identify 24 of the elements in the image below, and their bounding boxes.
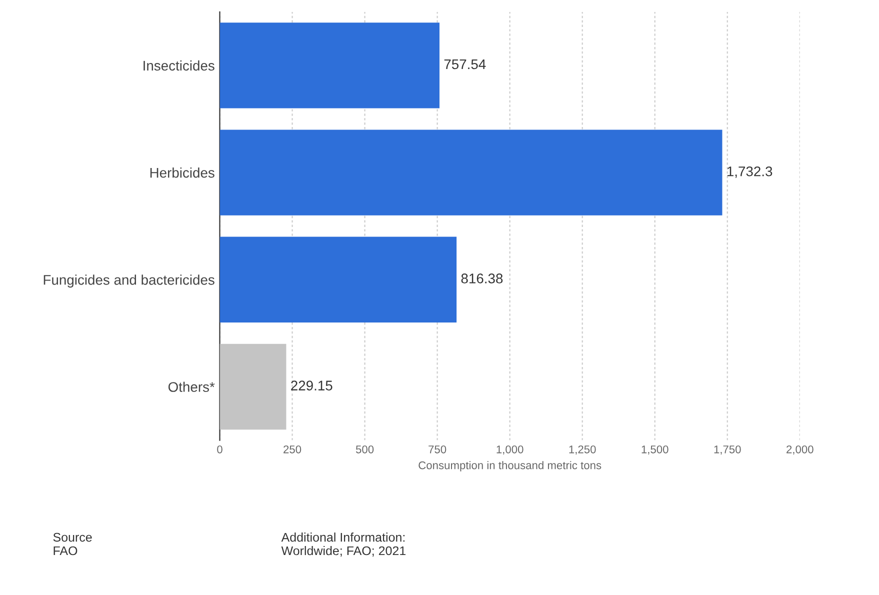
bar xyxy=(220,344,286,430)
x-tick-label: 0 xyxy=(217,445,222,454)
bar xyxy=(220,236,457,322)
data-label: 757.54 xyxy=(444,59,486,70)
x-tick-label: 250 xyxy=(284,445,302,454)
data-label: 229.15 xyxy=(291,380,332,390)
data-label: 816.38 xyxy=(461,274,503,284)
y-tick-label: Herbicides xyxy=(150,168,214,178)
text: Additional Information: Worldwide; FAO; 2021 xyxy=(281,532,406,557)
y-tick-label: Fungicides and bactericides xyxy=(44,274,214,288)
x-axis-title: Consumption in thousand metric tons xyxy=(418,461,602,472)
x-tick-label: 2,000 xyxy=(786,445,814,455)
source-note: Source FAO xyxy=(53,532,92,556)
bar xyxy=(220,130,722,216)
x-tick-label: 1,500 xyxy=(642,445,668,455)
x-tick-label: 1,250 xyxy=(569,445,596,455)
x-tick-label: 1,750 xyxy=(714,445,741,455)
y-tick-label: Insecticides xyxy=(144,60,214,71)
x-tick-label: 750 xyxy=(428,445,446,454)
data-label: 1,732.3 xyxy=(727,166,772,178)
y-tick-label: Others* xyxy=(168,382,215,392)
x-tick-label: 1,000 xyxy=(496,445,524,455)
x-tick-label: 500 xyxy=(356,445,374,454)
bar xyxy=(220,22,440,108)
